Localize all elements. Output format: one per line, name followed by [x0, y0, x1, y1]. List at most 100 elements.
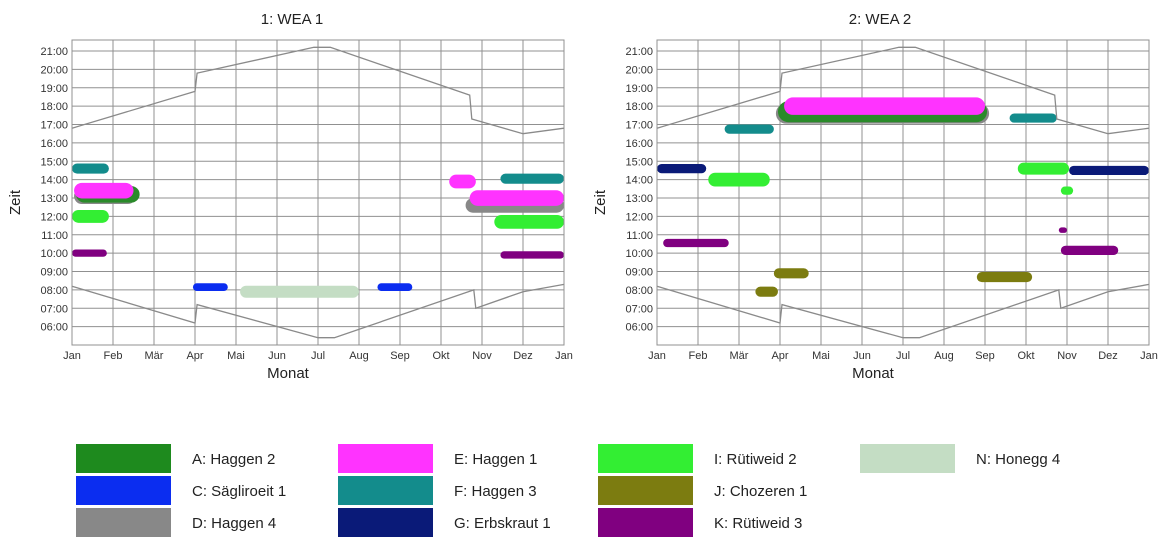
legend-swatch: [338, 444, 433, 473]
x-tick-label: Jun: [268, 350, 286, 362]
y-tick-label: 08:00: [40, 285, 68, 297]
shadow-area-f-haggen-3: [72, 163, 109, 174]
x-tick-label: Feb: [689, 350, 708, 362]
y-tick-label: 20:00: [625, 64, 653, 76]
legend-item: A: Haggen 2: [76, 444, 275, 473]
legend-swatch: [598, 444, 693, 473]
y-tick-label: 15:00: [625, 156, 653, 168]
legend-swatch: [860, 444, 955, 473]
y-tick-label: 20:00: [40, 64, 68, 76]
x-tick-label: Apr: [186, 350, 203, 362]
y-tick-label: 14:00: [625, 175, 653, 187]
legend-label: I: Rütiweid 2: [714, 451, 797, 468]
shadow-area-i-r-tiweid-2: [494, 215, 564, 229]
legend-label: G: Erbskraut 1: [454, 515, 551, 532]
legend-label: K: Rütiweid 3: [714, 515, 802, 532]
shadow-area-i-r-tiweid-2: [1017, 162, 1070, 175]
shadow-area-i-r-tiweid-2: [72, 209, 109, 223]
shadow-area-g-erbskraut-1: [657, 164, 707, 174]
shadow-area-g-erbskraut-1: [1069, 165, 1149, 176]
legend-label: N: Honegg 4: [976, 451, 1060, 468]
shadow-area-e-haggen-1: [784, 97, 985, 115]
legend-label: F: Haggen 3: [454, 483, 537, 500]
x-tick-label: Dez: [513, 350, 533, 362]
y-tick-label: 16:00: [40, 138, 68, 150]
shadow-area-f-haggen-3: [724, 124, 774, 134]
shadow-area-j-chozeren-1: [755, 286, 778, 297]
shadow-area-k-r-tiweid-3: [1060, 245, 1119, 255]
y-tick-label: 08:00: [625, 285, 653, 297]
y-tick-label: 10:00: [625, 248, 653, 260]
shadow-areas: [72, 163, 564, 298]
legend-item: C: Sägliroeit 1: [76, 476, 286, 505]
x-tick-label: Jul: [896, 350, 910, 362]
plot-frame: [71, 39, 565, 346]
y-tick-label: 09:00: [625, 267, 653, 279]
shadow-area-k-r-tiweid-3: [72, 249, 107, 257]
x-tick-label: Mär: [730, 350, 749, 362]
shadow-area-j-chozeren-1: [773, 268, 809, 279]
legend-label: C: Sägliroeit 1: [192, 483, 286, 500]
legend-label: D: Haggen 4: [192, 515, 276, 532]
y-axis-label: Zeit: [592, 189, 609, 215]
legend-label: A: Haggen 2: [192, 451, 275, 468]
y-tick-label: 11:00: [626, 230, 653, 242]
shadow-area-c-s-gliroeit-1: [377, 283, 413, 291]
chart-panel-1: 1: WEA 1 21:00 20:00 19:00 18:00 17:00 16:00 15…: [7, 11, 573, 382]
x-tick-label: Okt: [432, 350, 449, 362]
y-tick-label: 19:00: [40, 83, 68, 95]
y-tick-label: 14:00: [40, 175, 68, 187]
y-tick-label: 17:00: [40, 120, 68, 132]
x-tick-label: Mai: [812, 350, 830, 362]
x-tick-label: Jul: [311, 350, 325, 362]
shadow-areas: [657, 97, 1149, 297]
x-tick-label: Aug: [349, 350, 369, 362]
shadow-area-k-r-tiweid-3: [663, 238, 729, 248]
y-tick-label: 21:00: [40, 46, 68, 58]
x-tick-label: Nov: [1057, 350, 1077, 362]
legend-item: D: Haggen 4: [76, 508, 276, 537]
legend-item: F: Haggen 3: [338, 476, 537, 505]
sunrise-curve: [71, 283, 565, 339]
shadow-area-e-haggen-1: [469, 190, 564, 206]
x-tick-label: Mai: [227, 350, 245, 362]
sunrise-curve: [656, 283, 1150, 339]
y-axis-label: Zeit: [7, 189, 24, 215]
legend-label: J: Chozeren 1: [714, 483, 807, 500]
x-tick-label: Jan: [63, 350, 81, 362]
sunset-curve: [71, 46, 565, 135]
x-tick-label: Aug: [934, 350, 954, 362]
y-tick-label: 13:00: [625, 193, 653, 205]
shadow-area-k-r-tiweid-3: [500, 251, 564, 259]
shadow-area-k-r-tiweid-3: [1058, 227, 1067, 233]
y-tick-label: 18:00: [40, 101, 68, 113]
grid: [656, 40, 1150, 345]
legend-swatch: [76, 508, 171, 537]
y-tick-label: 21:00: [625, 46, 653, 58]
y-tick-label: 17:00: [625, 120, 653, 132]
y-tick-label: 15:00: [40, 156, 68, 168]
x-axis-label: Monat: [852, 365, 895, 382]
legend-item: G: Erbskraut 1: [338, 508, 551, 537]
x-tick-label: Feb: [104, 350, 123, 362]
sun-curves: [656, 46, 1150, 339]
y-tick-label: 19:00: [625, 83, 653, 95]
shadow-area-e-haggen-1: [449, 174, 476, 189]
shadow-area-i-r-tiweid-2: [708, 172, 770, 187]
legend-item: I: Rütiweid 2: [598, 444, 797, 473]
x-tick-label: Apr: [771, 350, 788, 362]
x-tick-label: Mär: [145, 350, 164, 362]
x-tick-label: Okt: [1017, 350, 1034, 362]
chart-title: 1: WEA 1: [261, 11, 324, 28]
shadow-area-e-haggen-1: [74, 182, 134, 199]
y-tick-label: 06:00: [625, 322, 653, 334]
shadow-area-f-haggen-3: [500, 173, 564, 184]
x-tick-label: Sep: [390, 350, 410, 362]
y-tick-label: 12:00: [40, 211, 68, 223]
legend-swatch: [598, 508, 693, 537]
shadow-area-n-honegg-4: [240, 285, 359, 298]
x-tick-label: Jun: [853, 350, 871, 362]
legend-swatch: [76, 476, 171, 505]
legend-item: E: Haggen 1: [338, 444, 537, 473]
